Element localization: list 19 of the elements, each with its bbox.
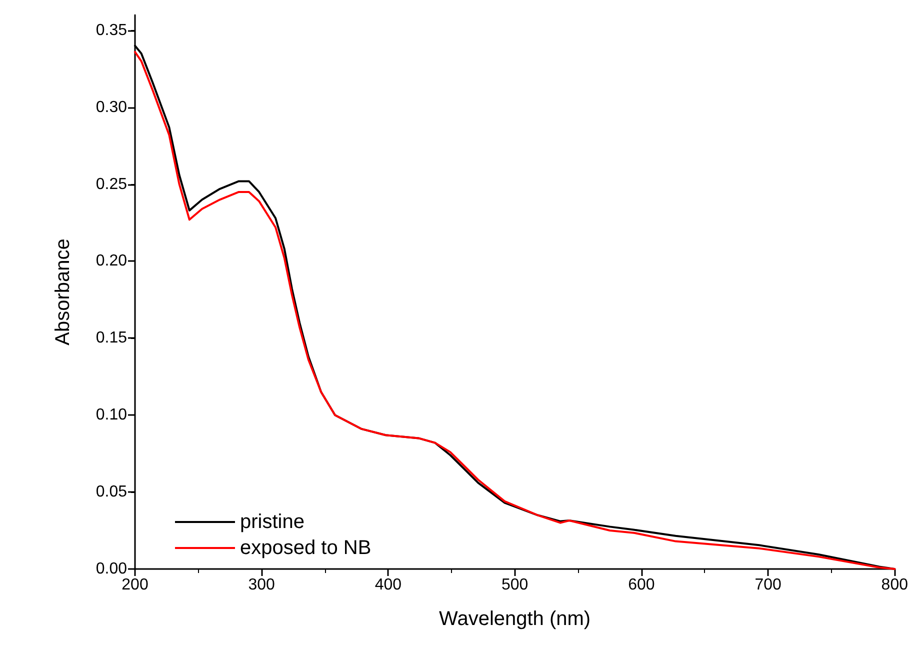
legend-label: pristine — [240, 511, 304, 533]
x-tick-label: 700 — [754, 576, 782, 594]
legend-label: exposed to NB — [240, 537, 372, 559]
y-tick-label: 0.00 — [96, 560, 128, 578]
x-tick-label: 800 — [881, 576, 908, 594]
x-tick-label: 400 — [374, 576, 402, 594]
x-axis-title: Wavelength (nm) — [439, 608, 591, 630]
y-tick-label: 0.35 — [96, 22, 128, 39]
x-tick-label: 600 — [628, 576, 655, 594]
y-tick-label: 0.30 — [96, 98, 128, 116]
x-tick-label: 300 — [248, 576, 276, 594]
y-tick-label: 0.10 — [96, 406, 128, 424]
y-tick-label: 0.05 — [96, 484, 128, 501]
y-axis-title: Absorbance — [52, 238, 74, 346]
x-tick-label: 500 — [501, 576, 528, 594]
y-tick-label: 0.20 — [96, 252, 128, 270]
y-tick-label: 0.15 — [96, 330, 128, 347]
y-tick-label: 0.25 — [96, 176, 128, 193]
x-tick-label: 200 — [122, 576, 148, 594]
